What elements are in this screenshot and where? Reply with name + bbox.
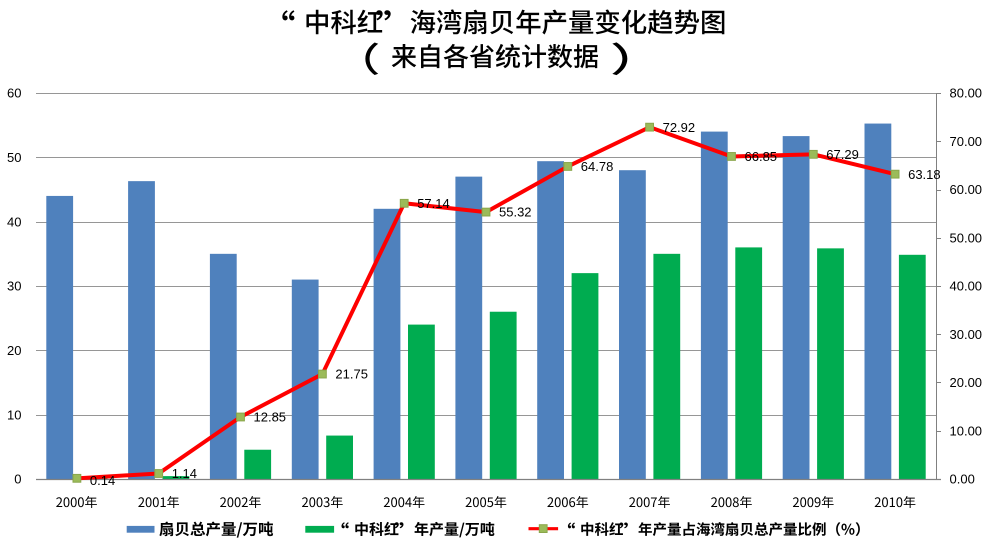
svg-text:20.00: 20.00 bbox=[950, 375, 983, 390]
svg-text:64.78: 64.78 bbox=[581, 159, 614, 174]
svg-text:60.00: 60.00 bbox=[950, 182, 983, 197]
svg-text:0: 0 bbox=[14, 472, 21, 487]
svg-text:40.00: 40.00 bbox=[950, 279, 983, 294]
svg-text:72.92: 72.92 bbox=[663, 120, 696, 135]
svg-text:0.14: 0.14 bbox=[90, 473, 115, 488]
svg-text:1.14: 1.14 bbox=[172, 466, 197, 481]
svg-text:63.18: 63.18 bbox=[908, 167, 941, 182]
svg-text:70.00: 70.00 bbox=[950, 134, 983, 149]
svg-text:55.32: 55.32 bbox=[499, 205, 532, 220]
svg-text:12.85: 12.85 bbox=[254, 410, 287, 425]
svg-text:10: 10 bbox=[7, 407, 21, 422]
svg-text:30: 30 bbox=[7, 279, 21, 294]
svg-text:80.00: 80.00 bbox=[950, 86, 983, 101]
svg-text:50: 50 bbox=[7, 150, 21, 165]
svg-text:50.00: 50.00 bbox=[950, 230, 983, 245]
svg-text:40: 40 bbox=[7, 214, 21, 229]
svg-text:21.75: 21.75 bbox=[335, 367, 368, 382]
svg-text:20: 20 bbox=[7, 343, 21, 358]
svg-text:30.00: 30.00 bbox=[950, 327, 983, 342]
svg-text:66.85: 66.85 bbox=[745, 149, 778, 164]
svg-text:60: 60 bbox=[7, 86, 21, 101]
svg-text:0.00: 0.00 bbox=[950, 472, 975, 487]
svg-text:10.00: 10.00 bbox=[950, 423, 983, 438]
svg-text:57.14: 57.14 bbox=[417, 196, 450, 211]
svg-text:67.29: 67.29 bbox=[826, 147, 859, 162]
